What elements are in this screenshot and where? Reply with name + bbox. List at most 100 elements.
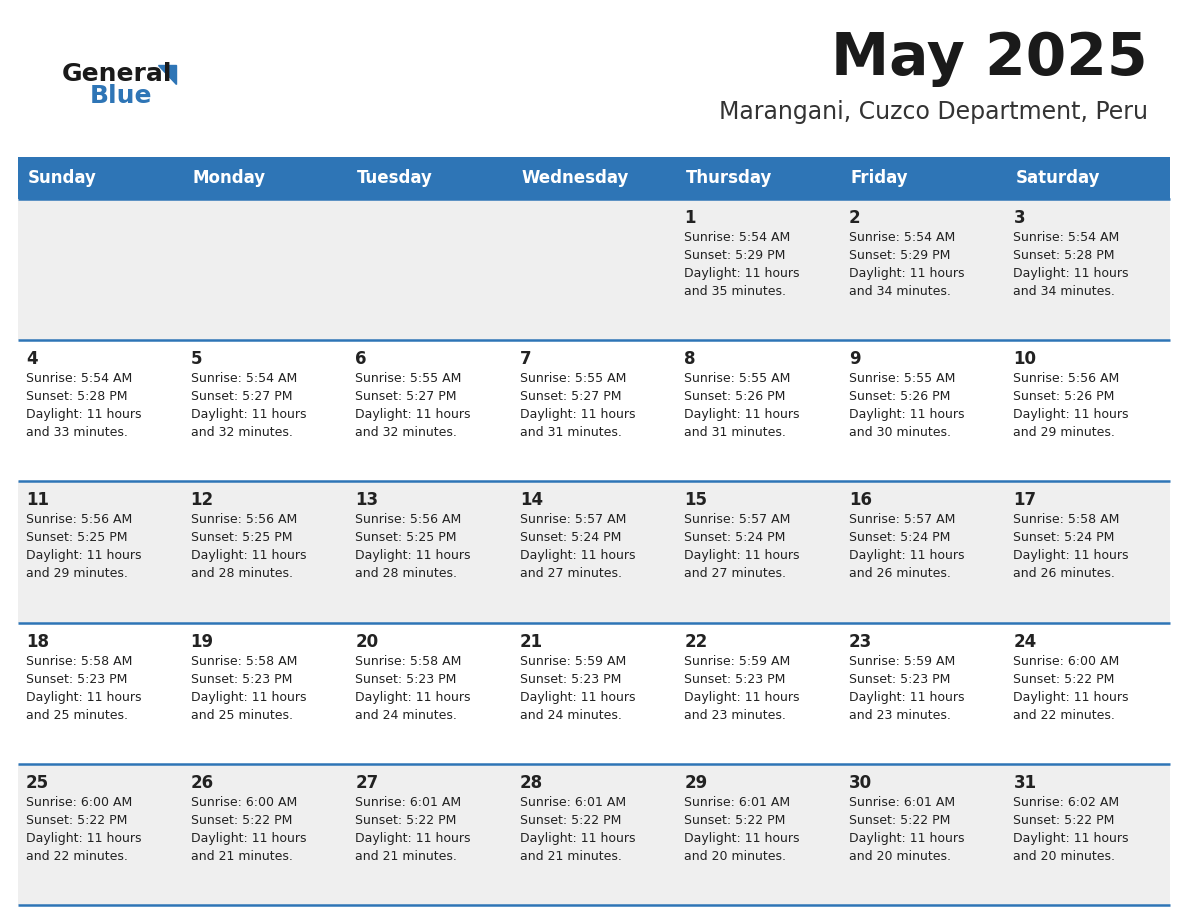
Text: Daylight: 11 hours: Daylight: 11 hours <box>684 690 800 703</box>
Text: 17: 17 <box>1013 491 1037 509</box>
Text: 8: 8 <box>684 350 696 368</box>
Text: Sunrise: 5:57 AM: Sunrise: 5:57 AM <box>849 513 955 526</box>
Bar <box>18 764 1170 905</box>
Text: May 2025: May 2025 <box>832 30 1148 87</box>
Text: Sunrise: 5:55 AM: Sunrise: 5:55 AM <box>519 372 626 386</box>
Text: and 25 minutes.: and 25 minutes. <box>26 709 128 722</box>
Text: Sunset: 5:23 PM: Sunset: 5:23 PM <box>190 673 292 686</box>
Bar <box>18 481 1170 622</box>
Text: Sunset: 5:22 PM: Sunset: 5:22 PM <box>849 813 950 827</box>
Text: Sunrise: 5:54 AM: Sunrise: 5:54 AM <box>190 372 297 386</box>
Text: 14: 14 <box>519 491 543 509</box>
Text: Sunrise: 5:58 AM: Sunrise: 5:58 AM <box>355 655 461 667</box>
Text: Sunrise: 5:59 AM: Sunrise: 5:59 AM <box>519 655 626 667</box>
Text: and 22 minutes.: and 22 minutes. <box>26 850 128 863</box>
Text: Daylight: 11 hours: Daylight: 11 hours <box>355 832 470 845</box>
Text: Daylight: 11 hours: Daylight: 11 hours <box>26 690 141 703</box>
Text: 28: 28 <box>519 774 543 792</box>
Text: Sunrise: 6:01 AM: Sunrise: 6:01 AM <box>849 796 955 809</box>
Text: and 21 minutes.: and 21 minutes. <box>355 850 457 863</box>
Text: Sunrise: 5:57 AM: Sunrise: 5:57 AM <box>684 513 791 526</box>
Text: 18: 18 <box>26 633 49 651</box>
Text: Sunset: 5:22 PM: Sunset: 5:22 PM <box>26 813 127 827</box>
Text: and 27 minutes.: and 27 minutes. <box>519 567 621 580</box>
Text: and 31 minutes.: and 31 minutes. <box>684 426 786 439</box>
Text: Daylight: 11 hours: Daylight: 11 hours <box>355 690 470 703</box>
Text: 31: 31 <box>1013 774 1037 792</box>
Text: 22: 22 <box>684 633 708 651</box>
Text: Sunset: 5:23 PM: Sunset: 5:23 PM <box>849 673 950 686</box>
Text: Sunrise: 5:58 AM: Sunrise: 5:58 AM <box>190 655 297 667</box>
Text: Sunrise: 6:00 AM: Sunrise: 6:00 AM <box>190 796 297 809</box>
Text: Blue: Blue <box>90 84 152 108</box>
Text: and 20 minutes.: and 20 minutes. <box>1013 850 1116 863</box>
Text: Sunset: 5:22 PM: Sunset: 5:22 PM <box>519 813 621 827</box>
Text: Sunrise: 5:59 AM: Sunrise: 5:59 AM <box>849 655 955 667</box>
Bar <box>18 199 1170 341</box>
Text: 29: 29 <box>684 774 708 792</box>
Text: Sunset: 5:23 PM: Sunset: 5:23 PM <box>355 673 456 686</box>
Text: and 25 minutes.: and 25 minutes. <box>190 709 292 722</box>
Text: 24: 24 <box>1013 633 1037 651</box>
Text: Sunset: 5:25 PM: Sunset: 5:25 PM <box>26 532 127 544</box>
Text: Daylight: 11 hours: Daylight: 11 hours <box>1013 690 1129 703</box>
Text: 7: 7 <box>519 350 531 368</box>
Text: Sunset: 5:27 PM: Sunset: 5:27 PM <box>519 390 621 403</box>
Text: Sunrise: 5:59 AM: Sunrise: 5:59 AM <box>684 655 790 667</box>
Text: Sunset: 5:23 PM: Sunset: 5:23 PM <box>684 673 785 686</box>
Text: Sunrise: 5:58 AM: Sunrise: 5:58 AM <box>26 655 132 667</box>
Polygon shape <box>158 65 176 84</box>
Text: Saturday: Saturday <box>1016 169 1100 187</box>
Text: Daylight: 11 hours: Daylight: 11 hours <box>190 549 307 563</box>
Text: 13: 13 <box>355 491 378 509</box>
Text: Sunset: 5:26 PM: Sunset: 5:26 PM <box>849 390 950 403</box>
Text: and 28 minutes.: and 28 minutes. <box>355 567 457 580</box>
Text: Sunset: 5:24 PM: Sunset: 5:24 PM <box>519 532 621 544</box>
Bar <box>18 341 1170 481</box>
Text: Daylight: 11 hours: Daylight: 11 hours <box>26 409 141 421</box>
Text: 11: 11 <box>26 491 49 509</box>
Text: Wednesday: Wednesday <box>522 169 630 187</box>
Bar <box>18 622 1170 764</box>
Text: Daylight: 11 hours: Daylight: 11 hours <box>519 549 636 563</box>
Text: Sunrise: 5:56 AM: Sunrise: 5:56 AM <box>1013 372 1119 386</box>
Text: 20: 20 <box>355 633 378 651</box>
Text: Sunrise: 6:01 AM: Sunrise: 6:01 AM <box>519 796 626 809</box>
Text: and 24 minutes.: and 24 minutes. <box>355 709 457 722</box>
Text: and 21 minutes.: and 21 minutes. <box>519 850 621 863</box>
Text: 15: 15 <box>684 491 707 509</box>
Text: Sunset: 5:22 PM: Sunset: 5:22 PM <box>1013 673 1114 686</box>
Text: Daylight: 11 hours: Daylight: 11 hours <box>1013 832 1129 845</box>
Text: Sunrise: 5:54 AM: Sunrise: 5:54 AM <box>684 231 790 244</box>
Text: Sunrise: 6:01 AM: Sunrise: 6:01 AM <box>684 796 790 809</box>
Text: 9: 9 <box>849 350 860 368</box>
Text: Sunrise: 5:57 AM: Sunrise: 5:57 AM <box>519 513 626 526</box>
Text: Sunrise: 5:56 AM: Sunrise: 5:56 AM <box>26 513 132 526</box>
Text: Daylight: 11 hours: Daylight: 11 hours <box>190 409 307 421</box>
Text: Daylight: 11 hours: Daylight: 11 hours <box>849 267 965 280</box>
Text: and 30 minutes.: and 30 minutes. <box>849 426 950 439</box>
Text: Sunset: 5:25 PM: Sunset: 5:25 PM <box>190 532 292 544</box>
Text: Sunset: 5:22 PM: Sunset: 5:22 PM <box>190 813 292 827</box>
Text: Sunset: 5:22 PM: Sunset: 5:22 PM <box>355 813 456 827</box>
Text: 27: 27 <box>355 774 379 792</box>
Text: and 20 minutes.: and 20 minutes. <box>684 850 786 863</box>
Text: and 26 minutes.: and 26 minutes. <box>1013 567 1116 580</box>
Text: Sunset: 5:25 PM: Sunset: 5:25 PM <box>355 532 456 544</box>
Text: Sunday: Sunday <box>29 169 97 187</box>
Text: 4: 4 <box>26 350 38 368</box>
Text: 25: 25 <box>26 774 49 792</box>
Text: Daylight: 11 hours: Daylight: 11 hours <box>684 267 800 280</box>
Text: and 24 minutes.: and 24 minutes. <box>519 709 621 722</box>
Text: 19: 19 <box>190 633 214 651</box>
Text: Sunset: 5:29 PM: Sunset: 5:29 PM <box>849 249 950 262</box>
Text: Sunset: 5:26 PM: Sunset: 5:26 PM <box>1013 390 1114 403</box>
Text: Sunset: 5:27 PM: Sunset: 5:27 PM <box>355 390 456 403</box>
Text: Sunset: 5:24 PM: Sunset: 5:24 PM <box>684 532 785 544</box>
Text: Sunrise: 6:02 AM: Sunrise: 6:02 AM <box>1013 796 1119 809</box>
Text: Daylight: 11 hours: Daylight: 11 hours <box>519 690 636 703</box>
Text: Sunset: 5:24 PM: Sunset: 5:24 PM <box>849 532 950 544</box>
Text: 2: 2 <box>849 209 860 227</box>
Text: and 32 minutes.: and 32 minutes. <box>190 426 292 439</box>
Text: 21: 21 <box>519 633 543 651</box>
